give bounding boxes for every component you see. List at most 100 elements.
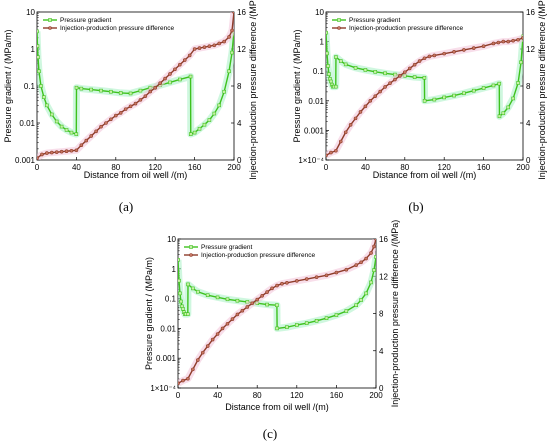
legend-marker-pressure: [189, 253, 193, 257]
data-point-pressure: [294, 279, 299, 283]
data-point-pressure: [45, 151, 49, 155]
x-tick-label: 40: [361, 163, 370, 172]
data-point-gradient: [74, 132, 79, 136]
data-point-pressure: [215, 332, 220, 336]
data-point-pressure: [148, 89, 153, 94]
data-point-gradient: [79, 86, 84, 91]
data-point-gradient: [39, 84, 43, 88]
data-point-pressure: [334, 148, 338, 153]
data-point-gradient: [334, 55, 338, 59]
plot-frame: [36, 11, 235, 161]
data-point-pressure: [123, 107, 128, 111]
data-point-pressure: [481, 44, 486, 49]
data-point-pressure: [114, 113, 118, 118]
data-point-pressure: [491, 41, 496, 46]
data-point-pressure: [207, 44, 212, 49]
data-point-pressure: [173, 67, 177, 72]
x-tick-label: 200: [516, 163, 530, 172]
data-point-gradient: [215, 295, 220, 300]
y-tick-label: 0.1: [313, 67, 325, 76]
data-point-gradient: [37, 55, 40, 60]
data-point-pressure: [326, 153, 328, 158]
data-point-pressure: [407, 66, 412, 71]
x-tick-label: 120: [290, 391, 304, 400]
x-tick-label: 160: [330, 391, 344, 400]
data-point-gradient: [353, 66, 358, 70]
data-point-pressure: [516, 37, 520, 42]
data-point-gradient: [343, 62, 348, 67]
data-point-gradient: [265, 302, 269, 307]
data-point-pressure: [192, 47, 197, 51]
panel-label: (a): [119, 199, 133, 214]
y2-tick-label: 8: [526, 82, 531, 91]
y2-tick-label: 16: [379, 235, 388, 244]
data-point-pressure: [334, 270, 339, 275]
data-point-gradient: [181, 307, 185, 311]
data-point-pressure: [74, 148, 79, 153]
legend-label-1: Pressure gradient: [201, 244, 252, 251]
data-point-gradient: [422, 99, 427, 103]
data-point-gradient: [217, 103, 222, 108]
data-point-gradient: [481, 86, 486, 90]
legend-label-2: Injection-production pressure difference: [201, 252, 315, 259]
data-point-pressure: [118, 111, 123, 115]
data-point-pressure: [240, 308, 245, 313]
y-tick-label: 0.01: [160, 324, 176, 333]
data-point-pressure: [99, 124, 103, 129]
data-point-pressure: [280, 281, 284, 286]
legend-label-1: Pressure gradient: [60, 17, 111, 24]
data-point-pressure: [232, 12, 234, 14]
data-point-pressure: [250, 301, 255, 306]
y-tick-label: 0.001: [15, 156, 36, 165]
data-point-gradient: [338, 59, 343, 63]
data-point-pressure: [354, 263, 359, 267]
data-point-gradient: [326, 64, 330, 68]
data-point-pressure: [84, 138, 89, 143]
data-point-gradient: [37, 29, 39, 34]
data-point-gradient: [64, 128, 69, 132]
data-point-pressure: [422, 56, 427, 61]
data-point-gradient: [59, 124, 64, 129]
data-point-pressure: [69, 148, 74, 153]
data-point-pressure: [133, 101, 138, 106]
data-point-gradient: [89, 87, 93, 92]
data-point-gradient: [344, 309, 349, 313]
data-point-gradient: [42, 95, 46, 99]
data-point-pressure: [186, 376, 190, 381]
data-point-pressure: [187, 53, 192, 58]
data-point-gradient: [212, 111, 217, 116]
data-point-pressure: [363, 104, 368, 109]
data-point-pressure: [442, 51, 447, 56]
data-point-gradient: [128, 91, 133, 96]
data-point-gradient: [168, 80, 172, 85]
legend-label-2: Injection-production pressure difference: [60, 25, 174, 32]
plot-area: [178, 239, 376, 387]
data-point-pressure: [178, 62, 182, 67]
data-point-gradient: [491, 83, 496, 88]
y-tick-label: 1×10⁻⁴: [150, 384, 176, 393]
data-point-gradient: [37, 69, 41, 74]
x-tick-label: 80: [111, 163, 120, 172]
data-point-pressure: [168, 72, 172, 76]
data-point-pressure: [506, 39, 511, 44]
data-point-pressure: [378, 89, 382, 94]
data-point-pressure: [217, 41, 222, 46]
x-tick-label: 0: [176, 391, 181, 400]
data-point-pressure: [412, 62, 417, 67]
data-point-pressure: [265, 290, 269, 294]
y-tick-label: 0.01: [19, 119, 35, 128]
panel-label: (b): [408, 199, 423, 214]
data-point-gradient: [179, 299, 183, 304]
x-tick-label: 80: [400, 163, 409, 172]
data-point-pressure: [230, 317, 235, 321]
data-point-gradient: [333, 84, 338, 89]
data-point-gradient: [99, 88, 103, 93]
legend-marker-gradient: [48, 18, 52, 22]
data-point-pressure: [230, 28, 234, 33]
x-tick-label: 40: [72, 163, 81, 172]
data-point-pressure: [383, 85, 387, 89]
data-point-pressure: [245, 305, 250, 309]
x-tick-label: 120: [438, 163, 452, 172]
